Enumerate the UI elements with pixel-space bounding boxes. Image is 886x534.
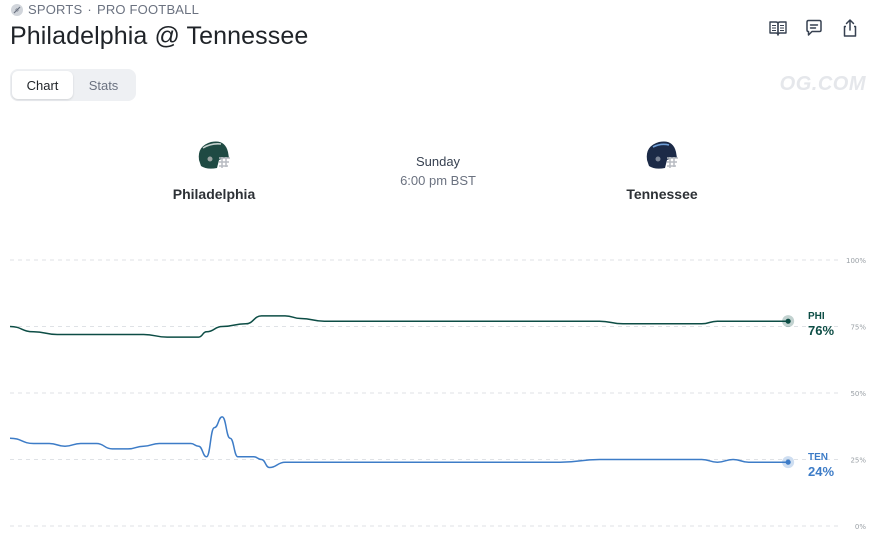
comment-icon: [806, 19, 822, 36]
game-day: Sunday: [415, 154, 461, 169]
y-tick-label: 0%: [855, 523, 866, 531]
breadcrumb-section[interactable]: SPORTS: [28, 2, 83, 17]
home-team[interactable]: Philadelphia: [144, 138, 284, 202]
helmet-icon: [646, 141, 678, 169]
football-icon: [11, 3, 23, 16]
y-tick-label: 25%: [850, 457, 866, 465]
share-button[interactable]: [840, 18, 860, 38]
series-value-phi: 76%: [808, 323, 834, 338]
view-tabs: Chart Stats: [10, 69, 136, 101]
rules-book-icon: [769, 21, 787, 36]
away-team-name: Tennessee: [626, 186, 698, 202]
y-tick-label: 75%: [850, 324, 866, 332]
series-line-ten: [9, 416, 789, 469]
series-label-phi: PHI: [808, 311, 825, 322]
series-line-phi: [9, 315, 789, 338]
rules-button[interactable]: [768, 18, 788, 38]
share-icon: [843, 19, 857, 37]
tab-chart[interactable]: Chart: [12, 71, 73, 99]
helmet-icon: [198, 141, 230, 169]
game-time: 6:00 pm BST: [400, 173, 476, 188]
home-team-name: Philadelphia: [172, 186, 256, 202]
series-label-ten: TEN: [808, 452, 828, 463]
breadcrumb-category[interactable]: PRO FOOTBALL: [96, 2, 200, 17]
tab-stats[interactable]: Stats: [88, 77, 119, 93]
brand-watermark: OG.COM: [779, 73, 866, 95]
y-tick-label: 50%: [850, 390, 866, 398]
series-endpoint-phi: [785, 318, 791, 324]
breadcrumb-separator: ·: [87, 2, 92, 17]
y-tick-label: 100%: [846, 257, 866, 265]
toolbar: [768, 18, 860, 38]
game-info: Sunday 6:00 pm BST: [358, 154, 518, 188]
page-title: Philadelphia @ Tennessee: [10, 22, 309, 50]
series-endpoint-ten: [785, 459, 791, 465]
comment-button[interactable]: [804, 18, 824, 38]
breadcrumb: SPORTS · PRO FOOTBALL: [11, 2, 199, 17]
away-team[interactable]: Tennessee: [592, 138, 732, 202]
series-value-ten: 24%: [808, 464, 834, 479]
